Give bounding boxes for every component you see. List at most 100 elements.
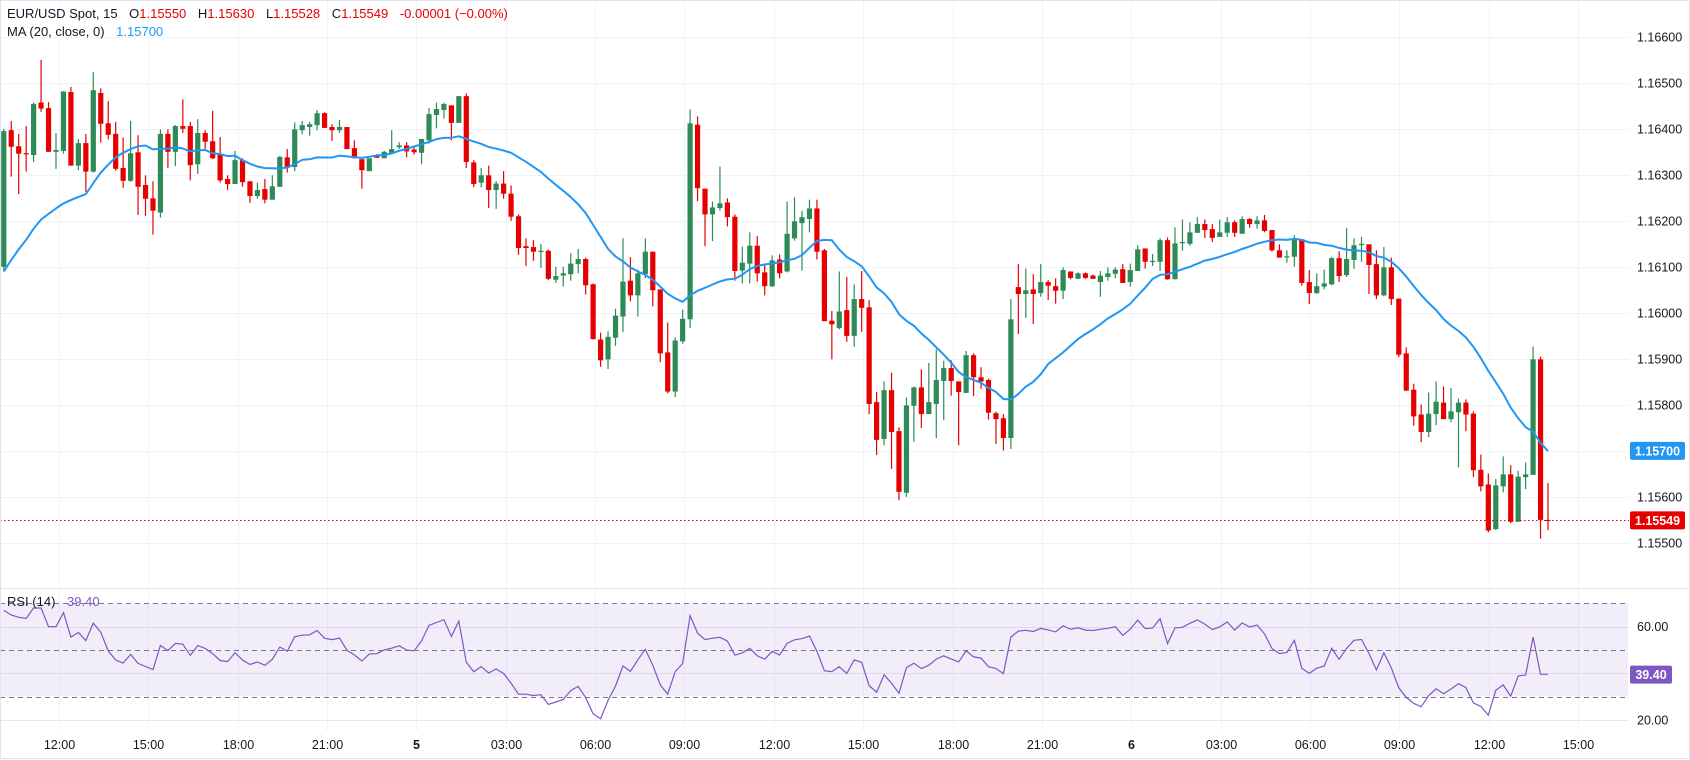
candle-body [1254, 220, 1260, 225]
candle-body [687, 123, 693, 320]
candle-body [307, 124, 313, 127]
candle [702, 188, 708, 247]
candle-body [724, 202, 730, 218]
symbol-title[interactable]: EUR/USD Spot, 15 [7, 6, 118, 21]
candle [754, 236, 760, 282]
candle [642, 238, 648, 279]
candle [1373, 250, 1380, 300]
candle-body [1329, 258, 1335, 285]
candle [1448, 387, 1454, 423]
candle-body [769, 260, 775, 287]
candle-body [933, 380, 939, 404]
candle [1433, 381, 1439, 426]
candle [1038, 264, 1044, 297]
candle-body [1023, 290, 1029, 294]
candle [68, 86, 74, 166]
time-tick-label: 06:00 [1295, 738, 1326, 752]
ma-line[interactable] [2, 135, 1549, 452]
candle-body [321, 113, 328, 128]
candle [627, 257, 634, 302]
rsi-line[interactable] [3, 607, 1549, 720]
candle-body [926, 402, 932, 415]
rsi-legend[interactable]: RSI (14) 39.40 [7, 594, 100, 609]
candle [680, 309, 686, 344]
low-label: L [265, 6, 274, 21]
candle-body [978, 377, 984, 382]
candle-body [314, 113, 320, 126]
rsi-legend-label[interactable]: RSI (14) [7, 594, 56, 609]
ma-price-badge-background [1630, 441, 1685, 460]
ma-legend[interactable]: MA (20, close, 0) 1.15700 [7, 24, 163, 39]
candle [672, 337, 678, 398]
candle-body [157, 133, 164, 213]
candle-body [1478, 469, 1484, 487]
time-tick-label: 21:00 [1027, 738, 1058, 752]
rsi-line-series[interactable] [3, 607, 1549, 720]
candle [657, 289, 663, 363]
candle-body [53, 149, 59, 152]
candle [1142, 248, 1148, 269]
candle-body [277, 156, 283, 187]
candle [747, 232, 753, 284]
candle [1261, 214, 1268, 233]
candle-body [1112, 269, 1118, 274]
price-axis[interactable]: 1.16600 1.16500 1.16400 1.16300 1.16200 1.161… [1629, 0, 1690, 588]
candle-body [791, 221, 798, 239]
ma-line-series[interactable] [2, 135, 1549, 452]
candle [762, 263, 768, 296]
candle [359, 159, 365, 189]
ma-legend-label[interactable]: MA (20, close, 0) [7, 24, 105, 39]
candle [1164, 237, 1171, 280]
candle [217, 137, 223, 183]
candle-body [732, 216, 738, 271]
price-tick-label: 1.16000 [1637, 306, 1682, 320]
candle-body [1150, 260, 1156, 263]
candle [486, 165, 492, 208]
candle [1254, 216, 1260, 229]
candle-body [31, 103, 37, 156]
candle-body [1426, 413, 1432, 433]
candle [590, 283, 596, 340]
candle-body [1291, 239, 1297, 257]
candle-body [650, 251, 656, 291]
candle-body [672, 340, 678, 392]
candle [1209, 224, 1215, 243]
candle [1127, 263, 1133, 287]
candle [441, 102, 447, 119]
candle-body [1261, 220, 1268, 231]
candle-body [1008, 319, 1014, 439]
candle-body [441, 103, 447, 110]
candle [1135, 245, 1141, 271]
candle [933, 349, 939, 439]
time-axis[interactable]: 12:00 15:00 18:00 21:00 5 03:00 06:00 09:00 12:0… [44, 738, 1594, 752]
candle-body [1000, 418, 1007, 439]
candle-body [1515, 476, 1521, 522]
candle-body [918, 387, 924, 415]
candle-body [814, 208, 820, 252]
price-tick-label: 1.15800 [1637, 398, 1682, 412]
candlestick-series[interactable] [1, 59, 1551, 539]
candle-body [1306, 282, 1312, 294]
candle-body [1209, 229, 1215, 238]
candle-body [1082, 273, 1089, 278]
candle-body [1142, 248, 1148, 262]
candle-body [739, 262, 745, 271]
candle [635, 269, 641, 317]
candle-body [1463, 402, 1469, 415]
candle-body [635, 273, 641, 296]
candle [471, 160, 477, 188]
candle [1060, 267, 1066, 300]
symbol-legend[interactable]: EUR/USD Spot, 15 O1.15550 H1.15630 L1.15… [7, 6, 508, 21]
candle-body [60, 91, 67, 151]
close-value: 1.15549 [341, 6, 389, 21]
candle-body [963, 355, 969, 393]
candle-body [98, 92, 104, 124]
candle [694, 116, 701, 202]
candle [1, 128, 7, 272]
candle [530, 240, 537, 261]
candle [1276, 244, 1283, 258]
candle-body [1157, 240, 1163, 262]
last-price-badge-background [1630, 511, 1685, 530]
rsi-axis[interactable]: 60.00 20.00 39.40 [1630, 620, 1672, 727]
